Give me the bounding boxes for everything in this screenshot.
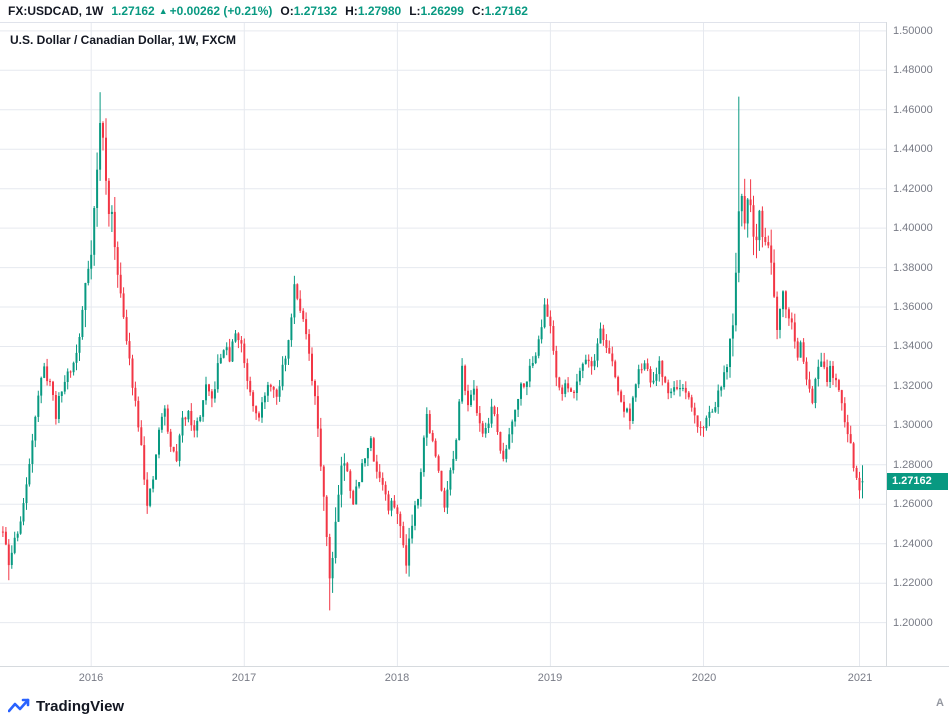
close-value: 1.27162 — [484, 4, 528, 18]
price-axis-label: 1.50000 — [893, 25, 933, 37]
price-axis-label: 1.32000 — [893, 380, 933, 392]
time-axis-label: 2016 — [78, 672, 104, 684]
symbol-name[interactable]: FX:USDCAD, 1W — [8, 4, 104, 18]
time-axis-label: 2017 — [231, 672, 257, 684]
price-axis-label: 1.24000 — [893, 538, 933, 550]
low-label: L: — [409, 4, 421, 18]
chart-pane[interactable]: U.S. Dollar / Canadian Dollar, 1W, FXCM — [0, 23, 886, 666]
price-axis-label: 1.34000 — [893, 340, 933, 352]
time-axis-label: 2018 — [384, 672, 410, 684]
footer: TradingView — [0, 689, 949, 723]
change-up-arrow-icon: ▲ — [158, 6, 168, 16]
price-change: +0.00262 (+0.21%) — [169, 4, 273, 18]
open-value: 1.27132 — [293, 4, 338, 18]
auto-scale-button[interactable]: A — [936, 697, 944, 709]
price-axis-label: 1.40000 — [893, 222, 933, 234]
pane-top-border — [0, 22, 949, 23]
candlestick-canvas[interactable] — [0, 23, 886, 666]
high-label: H: — [345, 4, 358, 18]
tradingview-logo-text: TradingView — [36, 697, 125, 715]
price-axis-label: 1.48000 — [893, 64, 933, 76]
price-axis-label: 1.42000 — [893, 183, 933, 195]
tradingview-logo[interactable]: TradingView — [8, 698, 124, 715]
close-label: C: — [471, 4, 485, 18]
price-axis-label: 1.30000 — [893, 419, 933, 431]
time-axis[interactable]: 2016 2017 2018 2019 2020 2021 — [0, 666, 949, 690]
time-axis-label: 2019 — [537, 672, 563, 684]
price-axis-label: 1.26000 — [893, 498, 933, 510]
price-axis-label: 1.46000 — [893, 104, 933, 116]
low-value: 1.26299 — [420, 4, 464, 18]
last-price-axis-label: 1.27162 — [887, 473, 948, 490]
high-value: 1.27980 — [357, 4, 402, 18]
chart-legend[interactable]: U.S. Dollar / Canadian Dollar, 1W, FXCM — [10, 33, 237, 47]
price-axis-label: 1.38000 — [893, 262, 933, 274]
price-axis[interactable]: 1.50000 1.48000 1.46000 1.44000 1.42000 1.400… — [886, 22, 949, 689]
price-axis-label: 1.20000 — [893, 617, 933, 629]
open-label: O: — [280, 4, 294, 18]
symbol-status-bar: FX:USDCAD, 1W 1.27162 ▲ +0.00262 (+0.21%… — [0, 0, 949, 22]
price-axis-label: 1.36000 — [893, 301, 933, 313]
time-axis-label: 2021 — [847, 672, 873, 684]
price-axis-label: 1.22000 — [893, 577, 933, 589]
price-axis-label: 1.28000 — [893, 459, 933, 471]
price-axis-label: 1.44000 — [893, 143, 933, 155]
time-axis-label: 2020 — [691, 672, 717, 684]
last-price-value: 1.27162 — [111, 4, 155, 18]
tradingview-logo-icon — [8, 698, 30, 713]
